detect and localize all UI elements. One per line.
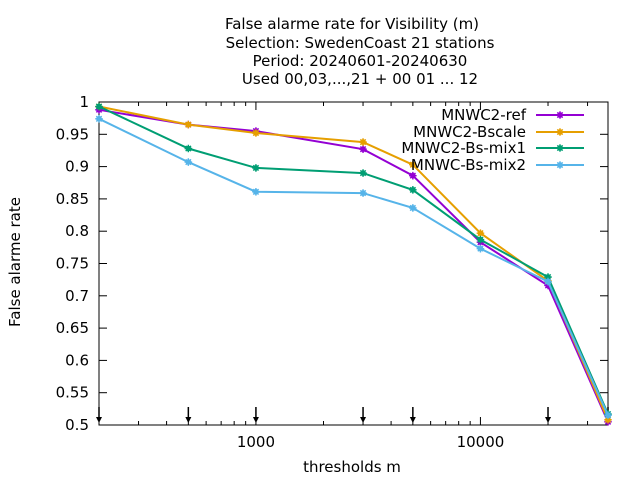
x-axis-label: thresholds m: [303, 458, 401, 476]
y-tick-label: 0.75: [56, 255, 89, 273]
data-point-marker: [476, 244, 485, 253]
data-point-marker: [252, 164, 260, 172]
y-tick-label: 0.5: [65, 416, 89, 434]
y-tick-label: 0.8: [65, 222, 89, 240]
data-point-marker: [544, 273, 552, 281]
legend-label: MNWC2-Bscale: [413, 123, 526, 141]
y-tick-label: 0.6: [65, 351, 89, 369]
data-point-marker: [184, 120, 193, 129]
x-tick-label: 1000: [237, 433, 275, 451]
legend-swatch-marker: [556, 161, 564, 169]
chart-title-line-4: Used 00,03,...,21 + 00 01 ... 12: [242, 70, 478, 88]
data-point-marker: [604, 416, 612, 424]
threshold-marker: [360, 407, 367, 423]
y-tick-label: 0.9: [65, 158, 89, 176]
threshold-marker: [409, 407, 416, 423]
data-point-marker: [409, 186, 417, 194]
series-line: [98, 105, 609, 415]
data-point-marker: [544, 281, 552, 290]
data-point-marker: [359, 138, 367, 146]
plot-area-frame: [98, 101, 609, 426]
y-tick-label: 1: [79, 93, 89, 111]
threshold-marker: [252, 407, 259, 423]
y-tick-label: 0.7: [65, 287, 89, 305]
x-tick-label: 10000: [457, 433, 505, 451]
data-point-marker: [359, 145, 367, 153]
y-tick-label: 0.65: [56, 319, 89, 337]
y-axis: 0.5 0.55 0.6 0.65 0.7 0.75 0.8 0.85 0.9 0.95 1: [56, 93, 608, 434]
y-tick-label: 0.85: [56, 190, 89, 208]
data-point-marker: [409, 160, 417, 169]
legend-label: MNWC2-ref: [441, 106, 526, 124]
data-point-marker: [476, 229, 485, 237]
series-group: [95, 102, 612, 426]
threshold-marker: [545, 407, 552, 423]
legend-label: MNWC2-Bs-mix1: [401, 139, 526, 157]
data-point-marker: [604, 411, 612, 420]
threshold-markers: [96, 407, 611, 423]
y-tick-label: 0.55: [56, 384, 89, 402]
y-axis-label: False alarme rate: [6, 197, 24, 327]
threshold-marker: [96, 407, 102, 423]
x-axis: 1000 10000: [98, 102, 589, 451]
data-point-marker: [409, 171, 417, 180]
legend-swatch-marker: [556, 144, 564, 152]
series-line: [98, 105, 609, 421]
data-point-marker: [476, 235, 485, 244]
threshold-marker: [185, 407, 192, 423]
data-point-marker: [252, 187, 260, 196]
chart-title-line-2: Selection: SwedenCoast 21 stations: [226, 34, 495, 52]
legend-swatch-marker: [556, 128, 564, 136]
legend: MNWC2-refMNWC2-BscaleMNWC2-Bs-mix1MNWC-B…: [401, 106, 584, 174]
chart-title-line-1: False alarme rate for Visibility (m): [225, 15, 479, 33]
data-point-marker: [95, 102, 103, 111]
chart-title-line-3: Period: 20240601-20240630: [253, 52, 468, 70]
data-point-marker: [359, 189, 367, 197]
legend-label: MNWC-Bs-mix2: [411, 156, 526, 174]
series-mnwc2-bscale: [95, 102, 612, 424]
data-point-marker: [544, 277, 552, 286]
chart-title-block: False alarme rate for Visibility (m) Sel…: [225, 15, 495, 88]
data-point-marker: [409, 204, 417, 212]
data-point-marker: [184, 144, 193, 153]
data-point-marker: [95, 114, 103, 123]
y-tick-label: 0.95: [56, 125, 89, 143]
data-point-marker: [359, 169, 367, 177]
data-point-marker: [184, 158, 193, 166]
series-mnwc2-bs-mix1: [95, 102, 612, 418]
legend-swatch-marker: [556, 111, 564, 119]
series-line: [98, 117, 609, 416]
series-mnwc-bs-mix2: [95, 114, 612, 420]
data-point-marker: [252, 129, 260, 137]
